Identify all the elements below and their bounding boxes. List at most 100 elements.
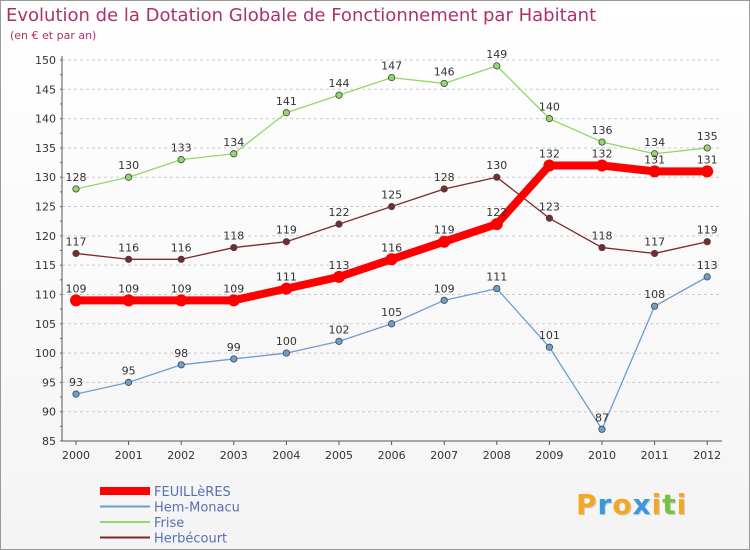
data-label: 125 bbox=[381, 189, 402, 202]
y-tick-label: 95 bbox=[42, 376, 56, 389]
data-point bbox=[122, 294, 135, 307]
data-point bbox=[650, 150, 659, 158]
legend-label: Frise bbox=[154, 516, 184, 531]
y-tick-label: 115 bbox=[35, 259, 56, 272]
data-label: 149 bbox=[486, 48, 507, 61]
data-point bbox=[333, 270, 345, 283]
data-label: 133 bbox=[171, 142, 192, 155]
data-label: 100 bbox=[276, 335, 297, 348]
data-point bbox=[598, 243, 606, 252]
data-point bbox=[650, 302, 659, 310]
data-point bbox=[387, 320, 396, 328]
data-point bbox=[280, 282, 293, 295]
series-line-0 bbox=[72, 161, 712, 305]
data-label: 130 bbox=[118, 159, 139, 172]
data-point bbox=[385, 253, 398, 266]
data-label: 111 bbox=[486, 271, 507, 284]
x-tick-label: 2007 bbox=[430, 449, 458, 462]
data-label: 109 bbox=[223, 282, 244, 295]
data-point bbox=[282, 238, 290, 246]
y-tick-label: 130 bbox=[35, 171, 56, 184]
data-point bbox=[648, 165, 661, 178]
logo-letter: P bbox=[576, 488, 598, 521]
data-point bbox=[387, 73, 396, 82]
data-label: 95 bbox=[122, 364, 136, 377]
data-label: 119 bbox=[434, 224, 455, 237]
y-tick-label: 120 bbox=[35, 230, 56, 243]
data-point bbox=[650, 249, 659, 258]
chart-subtitle: (en € et par an) bbox=[10, 29, 97, 42]
y-tick-label: 85 bbox=[42, 435, 56, 448]
data-label: 101 bbox=[539, 329, 560, 342]
chart-title: Evolution de la Dotation Globale de Fonc… bbox=[6, 5, 597, 26]
x-tick-label: 2009 bbox=[535, 449, 563, 462]
x-tick-label: 2010 bbox=[588, 449, 616, 462]
x-tick-label: 2008 bbox=[483, 449, 511, 462]
x-tick-label: 2000 bbox=[62, 449, 90, 462]
logo-letter: r bbox=[597, 488, 613, 521]
legend-label: FEUILLèRES bbox=[154, 485, 231, 500]
data-label: 102 bbox=[329, 323, 350, 336]
data-point bbox=[598, 138, 606, 146]
data-point bbox=[175, 294, 188, 307]
data-label: 113 bbox=[329, 259, 350, 272]
data-point bbox=[440, 296, 448, 304]
data-label: 99 bbox=[227, 341, 241, 354]
data-point bbox=[440, 79, 448, 88]
data-point bbox=[545, 115, 554, 123]
data-point bbox=[227, 294, 240, 307]
data-point bbox=[545, 214, 554, 222]
data-label: 109 bbox=[66, 282, 87, 295]
data-label: 135 bbox=[697, 130, 718, 143]
data-label: 140 bbox=[539, 101, 560, 114]
legend-label: Herbécourt bbox=[154, 532, 227, 547]
logo-letter: i bbox=[651, 488, 663, 521]
data-label: 119 bbox=[276, 224, 297, 237]
y-tick-label: 125 bbox=[35, 201, 56, 214]
data-point bbox=[701, 165, 714, 178]
x-tick-label: 2006 bbox=[378, 449, 406, 462]
data-point bbox=[230, 150, 238, 158]
data-label: 122 bbox=[486, 206, 507, 219]
data-point bbox=[703, 273, 711, 281]
data-point bbox=[177, 156, 185, 164]
data-point bbox=[335, 337, 343, 345]
data-point bbox=[125, 255, 133, 263]
data-label: 147 bbox=[381, 60, 402, 73]
data-label: 144 bbox=[329, 77, 350, 90]
data-point bbox=[493, 173, 501, 181]
data-point bbox=[490, 218, 503, 231]
data-label: 117 bbox=[66, 235, 87, 248]
y-tick-label: 110 bbox=[35, 288, 56, 301]
data-label: 109 bbox=[434, 282, 455, 295]
data-label: 132 bbox=[539, 148, 560, 161]
data-label: 130 bbox=[486, 159, 507, 172]
y-tick-label: 105 bbox=[35, 318, 56, 331]
data-point bbox=[72, 249, 80, 258]
legend-label: Hem-Monacu bbox=[154, 501, 240, 516]
data-label: 118 bbox=[592, 230, 613, 243]
data-label: 109 bbox=[171, 282, 192, 295]
data-label: 111 bbox=[276, 271, 297, 284]
data-point bbox=[545, 343, 554, 351]
data-label: 136 bbox=[592, 124, 613, 137]
data-label: 109 bbox=[118, 282, 139, 295]
data-label: 146 bbox=[434, 65, 455, 78]
y-tick-label: 100 bbox=[35, 347, 56, 360]
data-label: 118 bbox=[223, 230, 244, 243]
data-label: 117 bbox=[644, 235, 665, 248]
data-point bbox=[70, 294, 82, 307]
proxiti-logo: Proxiti bbox=[576, 488, 687, 521]
y-tick-label: 150 bbox=[35, 54, 56, 67]
data-point bbox=[493, 62, 501, 70]
data-point bbox=[493, 284, 501, 293]
data-point bbox=[387, 202, 396, 211]
data-label: 119 bbox=[697, 224, 718, 237]
data-label: 122 bbox=[329, 206, 350, 219]
x-tick-label: 2002 bbox=[167, 449, 195, 462]
y-tick-label: 145 bbox=[35, 83, 56, 96]
x-tick-label: 2004 bbox=[272, 449, 300, 462]
data-label: 134 bbox=[223, 136, 244, 149]
